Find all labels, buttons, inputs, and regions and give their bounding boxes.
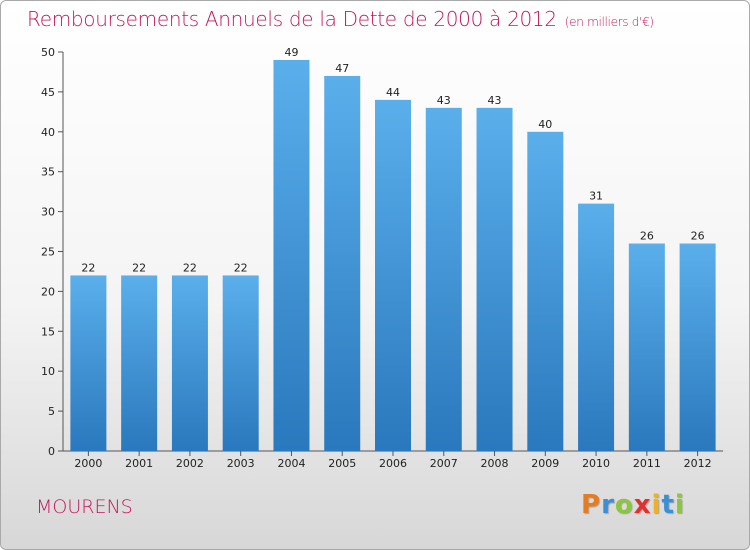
logo-letter: t bbox=[661, 490, 675, 520]
x-tick-label: 2000 bbox=[74, 457, 102, 470]
logo-letter: x bbox=[633, 490, 652, 520]
x-tick-label: 2007 bbox=[430, 457, 458, 470]
data-label: 49 bbox=[284, 46, 298, 59]
bar bbox=[324, 75, 361, 451]
chart-title: Remboursements Annuels de la Dette de 20… bbox=[27, 7, 654, 31]
chart-title-text: Remboursements Annuels de la Dette de 20… bbox=[27, 7, 557, 31]
y-tick-label: 10 bbox=[41, 365, 55, 378]
bar bbox=[476, 107, 513, 452]
logo-letter: i bbox=[674, 490, 685, 520]
data-label: 43 bbox=[488, 94, 502, 107]
data-label: 40 bbox=[538, 118, 552, 131]
logo-letter: i bbox=[651, 490, 662, 520]
y-tick-label: 35 bbox=[41, 166, 55, 179]
data-label: 47 bbox=[335, 62, 349, 75]
x-tick-label: 2003 bbox=[227, 457, 255, 470]
bar bbox=[527, 131, 564, 452]
x-tick-label: 2009 bbox=[531, 457, 559, 470]
data-label: 22 bbox=[234, 261, 248, 274]
x-tick-label: 2002 bbox=[176, 457, 204, 470]
bar bbox=[425, 107, 462, 452]
y-tick-label: 0 bbox=[48, 445, 55, 458]
bar bbox=[578, 203, 615, 451]
chart-subtitle: (en milliers d'€) bbox=[564, 15, 654, 29]
x-tick-label: 2001 bbox=[125, 457, 153, 470]
bar bbox=[222, 275, 259, 451]
data-label: 31 bbox=[589, 190, 603, 203]
commune-name: MOURENS bbox=[36, 496, 133, 518]
y-tick-label: 40 bbox=[41, 126, 55, 139]
x-tick-label: 2011 bbox=[633, 457, 661, 470]
y-tick-label: 5 bbox=[48, 405, 55, 418]
data-label: 43 bbox=[437, 94, 451, 107]
x-tick-label: 2006 bbox=[379, 457, 407, 470]
data-label: 26 bbox=[640, 230, 654, 243]
y-tick-label: 15 bbox=[41, 325, 55, 338]
x-tick-label: 2004 bbox=[277, 457, 305, 470]
logo-letter: r bbox=[601, 490, 615, 520]
bar bbox=[375, 99, 411, 451]
y-tick-label: 20 bbox=[41, 285, 55, 298]
proxiti-logo: Proxiti bbox=[581, 490, 685, 520]
x-tick-label: 2010 bbox=[582, 457, 610, 470]
bar bbox=[121, 275, 158, 451]
logo-letter: P bbox=[581, 490, 602, 520]
data-label: 22 bbox=[132, 261, 146, 274]
x-tick-label: 2012 bbox=[684, 457, 712, 470]
x-tick-label: 2005 bbox=[328, 457, 356, 470]
y-tick-label: 50 bbox=[41, 46, 55, 59]
bar bbox=[171, 275, 208, 451]
data-label: 44 bbox=[386, 86, 400, 99]
y-tick-label: 45 bbox=[41, 86, 55, 99]
logo-letter: o bbox=[614, 490, 634, 520]
bar bbox=[70, 275, 107, 451]
bar bbox=[679, 243, 716, 451]
y-tick-label: 25 bbox=[41, 246, 55, 259]
data-label: 22 bbox=[81, 261, 95, 274]
x-tick-label: 2008 bbox=[481, 457, 509, 470]
bar bbox=[273, 59, 310, 451]
data-label: 22 bbox=[183, 261, 197, 274]
bar bbox=[628, 243, 665, 451]
data-label: 26 bbox=[691, 230, 705, 243]
y-tick-label: 30 bbox=[41, 206, 55, 219]
